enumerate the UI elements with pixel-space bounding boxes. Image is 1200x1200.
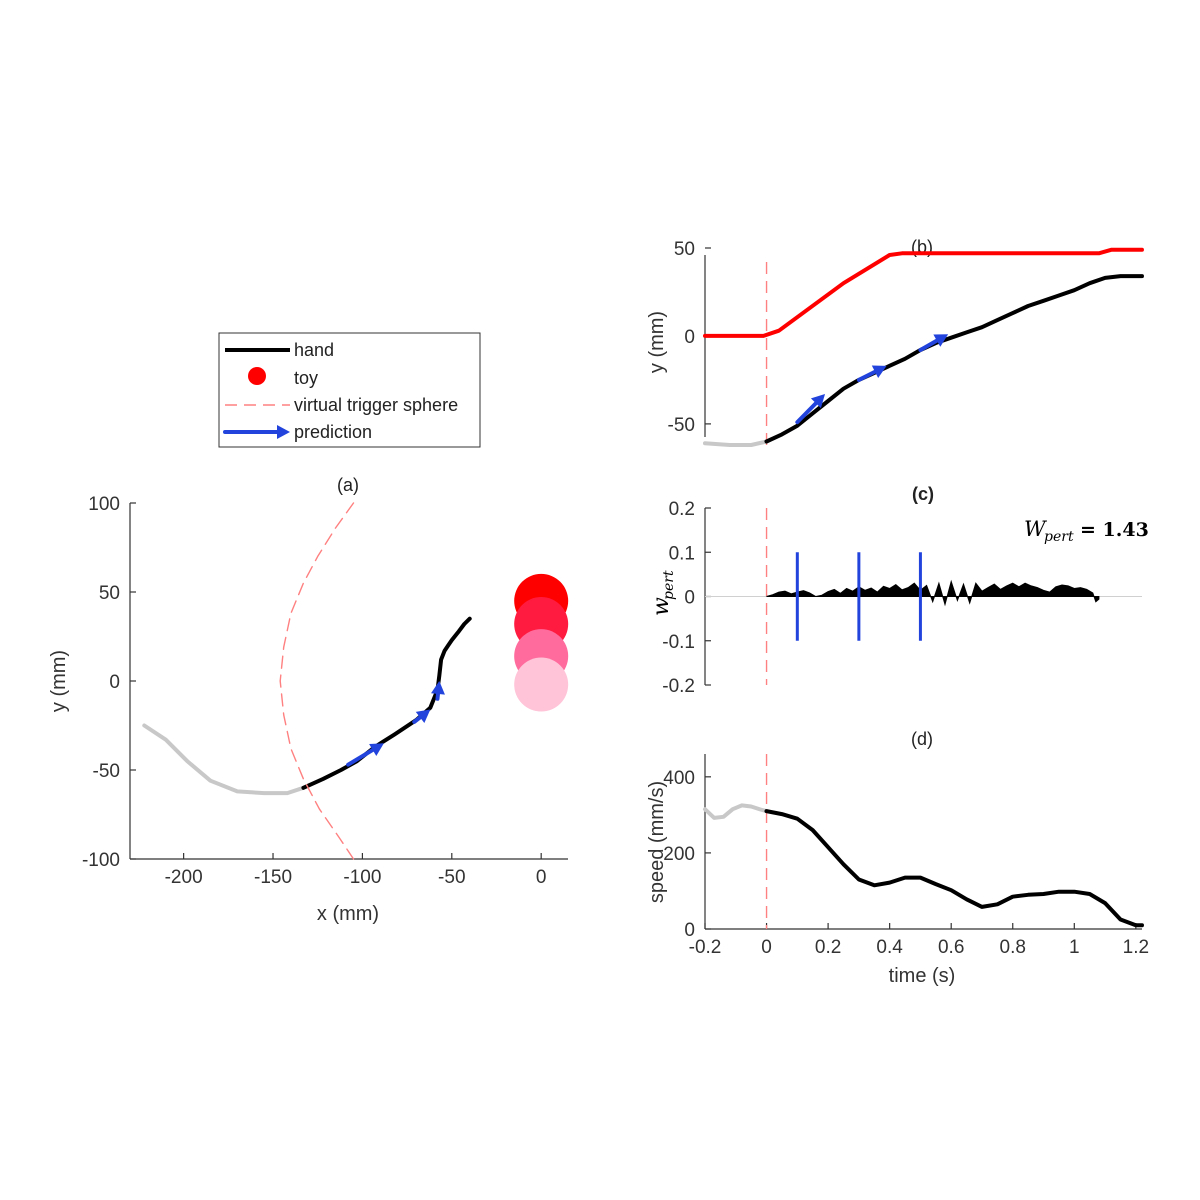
d-xlabel: time (s): [889, 965, 956, 987]
a-series-0: [142, 723, 306, 796]
a-xlabel: x (mm): [317, 903, 379, 925]
a-ytick-label: -100: [82, 850, 120, 871]
b-prediction-arrow-0-shaft: [795, 401, 818, 425]
d-xtick-label: 0.4: [876, 937, 903, 958]
a-series-1: [301, 616, 472, 790]
legend-label-0: hand: [294, 340, 334, 360]
d-xtick-label: 1: [1069, 937, 1080, 958]
b-prediction-arrow-1-head: [871, 365, 887, 378]
legend: hand toy virtual trigger sphere prediction: [218, 332, 481, 448]
b-prediction-arrow-2: [918, 334, 949, 353]
b-prediction-arrow-2-head: [933, 334, 949, 347]
c-ytick-label: -0.1: [662, 632, 695, 653]
legend-prediction-arrow: [223, 425, 290, 439]
d-ylabel: speed (mm/s): [646, 781, 668, 903]
c-title: (c): [912, 484, 934, 504]
b-prediction-arrow-1-shaft: [856, 369, 877, 382]
a-prediction-arrow-1-head: [415, 709, 431, 723]
b-ylabel: y (mm): [646, 311, 668, 373]
d-xtick-label: 0: [761, 937, 772, 958]
c-ylabel-base: w: [649, 597, 674, 616]
c-annotation-lhs: W: [1024, 517, 1048, 541]
b-prediction-arrow-2-shaft: [918, 338, 939, 353]
a-ytick-label: 0: [109, 672, 120, 693]
a-ytick-label: -50: [93, 761, 120, 782]
d-title: (d): [911, 729, 933, 749]
c-ytick-label: 0.2: [669, 499, 695, 520]
a-prediction-arrow-1: [412, 709, 431, 724]
b-series-2: [764, 274, 1144, 444]
a-prediction-arrow-0-head: [369, 743, 384, 756]
panel-a: -100 -50 0 50 100 -200 -150 -100 -50 0 (a) x (mm) y …: [48, 332, 569, 925]
a-xtick-label: -100: [343, 867, 381, 888]
a-prediction-arrow-0-shaft: [346, 747, 375, 767]
b-series-0: [703, 247, 1144, 338]
d-ytick-label: 0: [684, 920, 695, 941]
d-series-1: [764, 809, 1144, 928]
d-series-0: [703, 803, 769, 820]
b-ytick-label: 50: [674, 239, 695, 260]
d-ytick-label: 400: [663, 768, 695, 789]
d-xtick-label: 0.6: [938, 937, 964, 958]
c-ytick-label: 0.1: [669, 543, 695, 564]
a-prediction-arrow-1-shaft: [412, 715, 423, 724]
legend-toy-dot: [248, 367, 266, 385]
b-series-1: [703, 439, 769, 447]
legend-label-3: prediction: [294, 422, 372, 442]
a-xtick-label: -200: [165, 867, 203, 888]
a-ylabel: y (mm): [48, 650, 70, 712]
b-prediction-arrow-0-head: [810, 393, 826, 409]
legend-label-2: virtual trigger sphere: [294, 395, 458, 415]
a-toy-marker-3: [514, 657, 569, 712]
a-prediction-arrow-2-head: [431, 681, 445, 695]
c-annotation-sub: pert: [1044, 529, 1074, 545]
legend-prediction-arrow-head: [277, 425, 290, 439]
d-xtick-label: 0.8: [1000, 937, 1026, 958]
c-annotation-rhs: = 1.43: [1080, 519, 1149, 541]
a-prediction-arrow-2: [431, 681, 445, 701]
a-xtick-label: -50: [438, 867, 465, 888]
d-xtick-label: 0.2: [815, 937, 841, 958]
a-xtick-label: 0: [536, 867, 547, 888]
b-prediction-arrow-1: [856, 365, 887, 382]
c-ytick-label: 0: [684, 588, 695, 609]
c-ylabel-sub: pert: [661, 570, 677, 600]
d-ytick-label: 200: [663, 844, 695, 865]
d-xtick-label: -0.2: [689, 937, 722, 958]
d-xtick-label: 1.2: [1123, 937, 1149, 958]
b-ytick-label: -50: [668, 415, 695, 436]
a-xtick-label: -150: [254, 867, 292, 888]
c-ytick-label: -0.2: [662, 676, 695, 697]
a-series-2: [279, 502, 355, 860]
b-prediction-arrow-0: [795, 393, 826, 425]
c-wpert-area: [766, 579, 1100, 607]
a-prediction-arrow-0: [346, 743, 384, 767]
legend-label-1: toy: [294, 368, 318, 388]
a-ytick-label: 50: [99, 583, 120, 604]
a-ytick-label: 100: [88, 494, 120, 515]
b-ytick-label: 0: [684, 327, 695, 348]
a-title: (a): [337, 475, 359, 495]
